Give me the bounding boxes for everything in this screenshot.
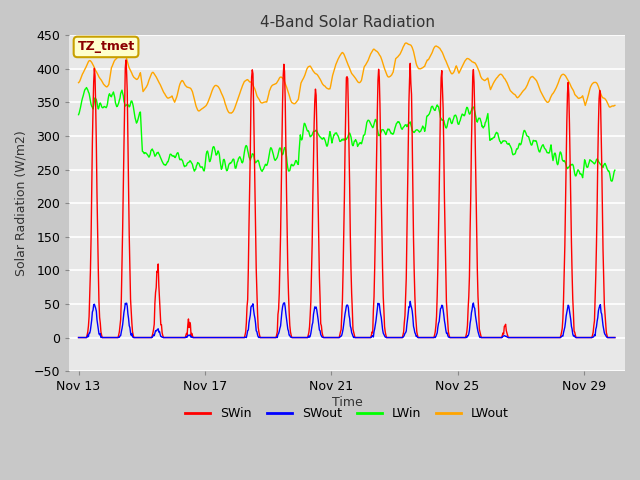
Legend: SWin, SWout, LWin, LWout: SWin, SWout, LWin, LWout: [180, 402, 514, 425]
Title: 4-Band Solar Radiation: 4-Band Solar Radiation: [260, 15, 435, 30]
Y-axis label: Solar Radiation (W/m2): Solar Radiation (W/m2): [15, 131, 28, 276]
Text: TZ_tmet: TZ_tmet: [77, 40, 134, 53]
X-axis label: Time: Time: [332, 396, 362, 409]
